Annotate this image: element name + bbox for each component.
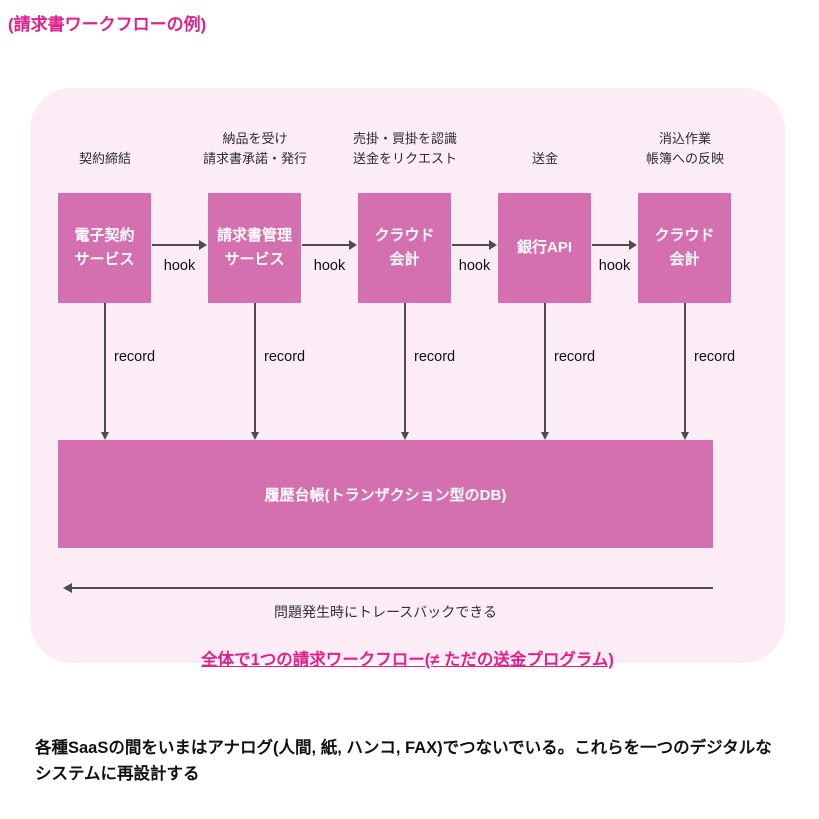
arrow-line [452,244,491,246]
traceback-label: 問題発生時にトレースバックできる [273,604,498,620]
summary-link[interactable]: 全体で1つの請求ワークフロー(≠ ただの送金プログラム) [201,651,614,669]
hook-arrow-4: hook [592,240,637,274]
hook-label: hook [313,258,346,274]
caption-line: 送金をリクエスト [352,150,457,166]
ledger-bar: 履歴台帳(トランザクション型のDB) [58,440,713,548]
page-title: (請求書ワークフローの例) [8,15,207,34]
node-label-line: 会計 [669,251,700,268]
hook-label: hook [163,258,196,274]
node-label-line: 請求書管理 [216,227,292,244]
arrow-line [254,303,256,433]
arrow-down-icon [400,432,409,440]
summary-link-row: 全体で1つの請求ワークフロー(≠ ただの送金プログラム) [30,646,785,670]
caption-line: 請求書承諾・発行 [202,150,307,166]
arrow-down-icon [680,432,689,440]
hook-arrow-3: hook [452,240,497,274]
record-connector-1: record [100,303,155,440]
node-label-line: クラウド [374,227,435,244]
caption-line: 消込作業 [658,131,711,146]
arrow-line [404,303,406,433]
node-label-line: 銀行API [516,239,572,256]
arrow-right-icon [629,240,637,250]
node-label-line: クラウド [654,227,715,244]
record-label: record [694,349,736,365]
arrow-right-icon [199,240,207,250]
record-label: record [414,349,456,365]
caption-line: 帳簿への反映 [645,150,724,166]
node-label-line: 電子契約 [74,227,135,244]
node-label-line: 会計 [389,251,420,268]
record-connector-5: record [680,303,735,440]
node-caption-reconciliation: 消込作業 帳簿への反映 [585,129,785,168]
node-caption-invoice: 納品を受け 請求書承諾・発行 [155,129,355,168]
arrow-down-icon [540,432,549,440]
record-label: record [114,349,156,365]
node-box-electronic-contract-service: 電子契約 サービス [58,193,151,303]
arrow-down-icon [250,432,259,440]
node-caption-remittance: 送金 [445,149,645,169]
record-connector-4: record [540,303,595,440]
workflow-diagram-panel: 契約締結 納品を受け 請求書承諾・発行 売掛・買掛を認識 送金をリクエスト 送金… [30,88,785,669]
node-box-cloud-accounting-1: クラウド 会計 [358,193,451,303]
ledger-label: 履歴台帳(トランザクション型のDB) [264,486,507,504]
record-label: record [554,349,596,365]
arrow-left-icon [63,582,72,593]
arrow-line [592,244,631,246]
arrow-line [302,244,351,246]
hook-label: hook [598,258,631,274]
record-connector-3: record [400,303,455,440]
hook-label: hook [458,258,491,274]
hook-arrow-1: hook [152,240,207,274]
hook-arrow-2: hook [302,240,357,274]
arrow-down-icon [100,432,109,440]
node-label-line: サービス [74,251,135,268]
record-connector-2: record [250,303,305,440]
caption-line: 送金 [531,150,558,166]
caption-line: 売掛・買掛を認識 [352,131,457,146]
node-caption-accounting-request: 売掛・買掛を認識 送金をリクエスト [305,129,505,168]
arrow-right-icon [349,240,357,250]
footer-note: 各種SaaSの間をいまはアナログ(人間, 紙, ハンコ, FAX)でつないでいる… [35,739,772,783]
arrow-line [544,303,546,433]
node-caption-contract: 契約締結 [5,149,205,169]
record-label: record [264,349,306,365]
node-label-line: サービス [224,251,285,268]
node-box-bank-api: 銀行API [498,193,591,303]
node-box-cloud-accounting-2: クラウド 会計 [638,193,731,303]
arrow-line [152,244,201,246]
traceback-arrow [63,582,713,593]
arrow-right-icon [489,240,497,250]
node-box-invoice-management-service: 請求書管理 サービス [208,193,301,303]
arrow-line [684,303,686,433]
caption-line: 納品を受け [222,131,288,146]
arrow-line [70,587,713,589]
caption-line: 契約締結 [78,150,131,166]
arrow-line [104,303,106,433]
